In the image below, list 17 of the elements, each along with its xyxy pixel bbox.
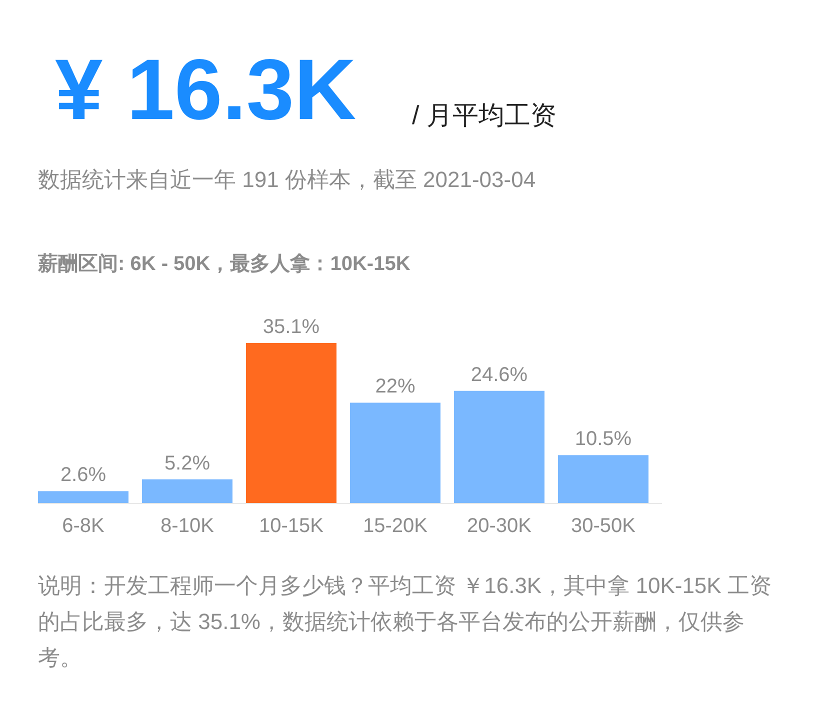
annotation: 薪酬区间: 6K - 50K，最多人拿：10K-15K [38,252,410,277]
annotation: 说明：开发工程师一个月多少钱？平均工资 ￥16.3K，其中拿 10K-15K 工资的占比最多，达 35.1%，数据统计依赖于各平台发布的公开薪酬，仅供参考。 [38,572,772,672]
annotation: 数据统计来自近一年 191 份样本，截至 2021-03-04 [38,166,536,194]
data-label: 24.6% [470,364,528,386]
data-label: 10.5% [574,428,632,450]
x-tick-label: 30-50K [570,515,636,537]
data-label: 2.6% [60,464,106,486]
x-tick-label: 20-30K [466,515,532,537]
data-label: 5.2% [164,452,210,474]
subtitle: / 月平均工资 [412,99,556,132]
x-tick-label: 10-15K [258,515,324,537]
title: ¥ 16.3K [55,41,356,140]
x-tick-label: 8-10K [160,515,215,537]
data-label: 22% [375,376,416,398]
data-label: 35.1% [262,316,320,338]
x-tick-label: 6-8K [62,515,106,537]
x-tick-label: 15-20K [362,515,428,537]
